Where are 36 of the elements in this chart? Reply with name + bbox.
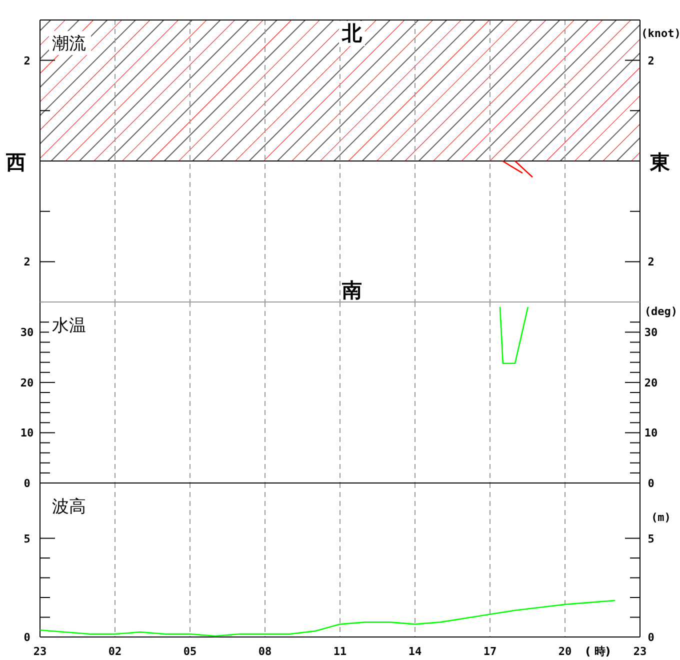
y-tick-label: 0	[24, 631, 30, 644]
y2-tick-label: 0	[648, 477, 654, 490]
y-tick-label: 10	[20, 426, 34, 440]
y2-axis-title: (m)	[651, 511, 671, 524]
y2-axis-title: (deg)	[644, 305, 678, 318]
x-tick-label: 14	[408, 645, 422, 658]
y-tick-label: 20	[20, 376, 34, 390]
text: 波高	[52, 497, 86, 517]
y2-tick-label: 30	[644, 326, 658, 340]
y2-tick-label: 2	[648, 256, 654, 269]
y-tick-label: 30	[20, 326, 34, 340]
y2-tick-label: 10	[644, 426, 658, 440]
x-tick-label: 02	[108, 645, 122, 658]
y2-tick-label: 0	[648, 631, 654, 644]
x-tick-label: 17	[483, 645, 497, 658]
x-tick-label: 20	[558, 645, 572, 658]
y2-axis-title: (knot)	[641, 27, 680, 40]
y-tick-label: 0	[24, 477, 30, 490]
x-tick-label: 08	[258, 645, 272, 658]
x-tick-label: 23	[33, 645, 47, 658]
x-tick-label: 11	[333, 645, 347, 658]
text: 東	[649, 150, 670, 174]
text: 西	[5, 150, 26, 174]
y2-tick-label: 5	[648, 532, 654, 546]
y2-tick-label: 2	[648, 54, 654, 68]
x-tick-label: 23	[633, 645, 647, 658]
text: 水温	[52, 316, 86, 336]
y-tick-label: 2	[24, 256, 30, 269]
y2-tick-label: 20	[644, 376, 658, 390]
annotation: 南	[341, 278, 362, 302]
y-tick-label: 2	[24, 54, 30, 68]
annotation: 北	[341, 21, 363, 45]
x-tick-label: 05	[183, 645, 197, 658]
text: 潮流	[52, 34, 86, 54]
y-tick-label: 5	[24, 532, 30, 546]
x-axis-title: ( 時)	[586, 645, 610, 658]
